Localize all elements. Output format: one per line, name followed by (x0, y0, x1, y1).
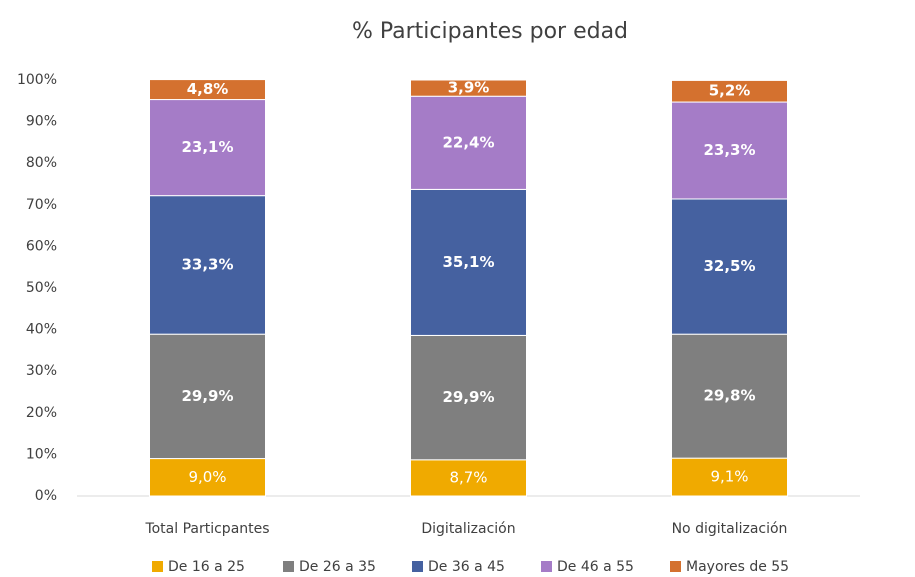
y-tick-label: 60% (26, 238, 57, 254)
value-label: 29,8% (703, 387, 755, 405)
value-label: 29,9% (442, 388, 494, 406)
legend-swatch (283, 561, 294, 572)
legend-label: De 36 a 45 (428, 559, 505, 575)
x-tick-label: Total Particpantes (144, 521, 269, 537)
bar-segment (149, 333, 266, 460)
y-tick-label: 10% (26, 446, 57, 462)
bar-segment (671, 101, 788, 200)
value-label: 35,1% (442, 253, 494, 271)
bar-segment (410, 334, 527, 461)
y-tick-label: 0% (35, 488, 57, 504)
legend-label: De 16 a 25 (168, 559, 245, 575)
y-tick-label: 50% (26, 280, 57, 296)
bar-segment (149, 79, 266, 101)
legend-label: De 26 a 35 (299, 559, 376, 575)
y-tick-label: 100% (17, 72, 57, 88)
bar-segment (149, 99, 266, 197)
value-label: 33,3% (181, 255, 233, 273)
x-tick-label: No digitalización (672, 521, 788, 537)
value-label: 23,1% (181, 138, 233, 156)
value-label: 23,3% (703, 141, 755, 159)
bar-segment (410, 188, 527, 336)
y-tick-label: 70% (26, 197, 57, 213)
x-tick-label: Digitalización (421, 521, 515, 537)
y-tick-label: 40% (26, 322, 57, 338)
value-label: 3,9% (448, 79, 490, 97)
value-label: 8,7% (449, 468, 487, 486)
value-label: 9,1% (710, 468, 748, 486)
bar-segment (671, 333, 788, 459)
value-label: 22,4% (442, 133, 494, 151)
y-tick-label: 30% (26, 363, 57, 379)
legend-label: De 46 a 55 (557, 559, 634, 575)
bar-segment (410, 459, 527, 497)
value-label: 5,2% (709, 82, 751, 100)
y-tick-label: 20% (26, 405, 57, 421)
bar-segment (149, 195, 266, 335)
value-label: 32,5% (703, 257, 755, 275)
bar-segment (671, 457, 788, 497)
legend-swatch (541, 561, 552, 572)
legend-swatch (670, 561, 681, 572)
value-label: 29,9% (181, 387, 233, 405)
y-tick-label: 80% (26, 155, 57, 171)
bar-segment (410, 79, 527, 97)
chart-title: % Participantes por edad (352, 19, 628, 44)
bar-segment (410, 95, 527, 190)
value-label: 4,8% (187, 80, 229, 98)
legend-swatch (412, 561, 423, 572)
legend-swatch (152, 561, 163, 572)
bar-segment (671, 79, 788, 103)
bar-segment (149, 458, 266, 497)
value-label: 9,0% (188, 468, 226, 486)
y-tick-label: 90% (26, 114, 57, 130)
legend-label: Mayores de 55 (686, 559, 789, 575)
bar-segment (671, 198, 788, 335)
